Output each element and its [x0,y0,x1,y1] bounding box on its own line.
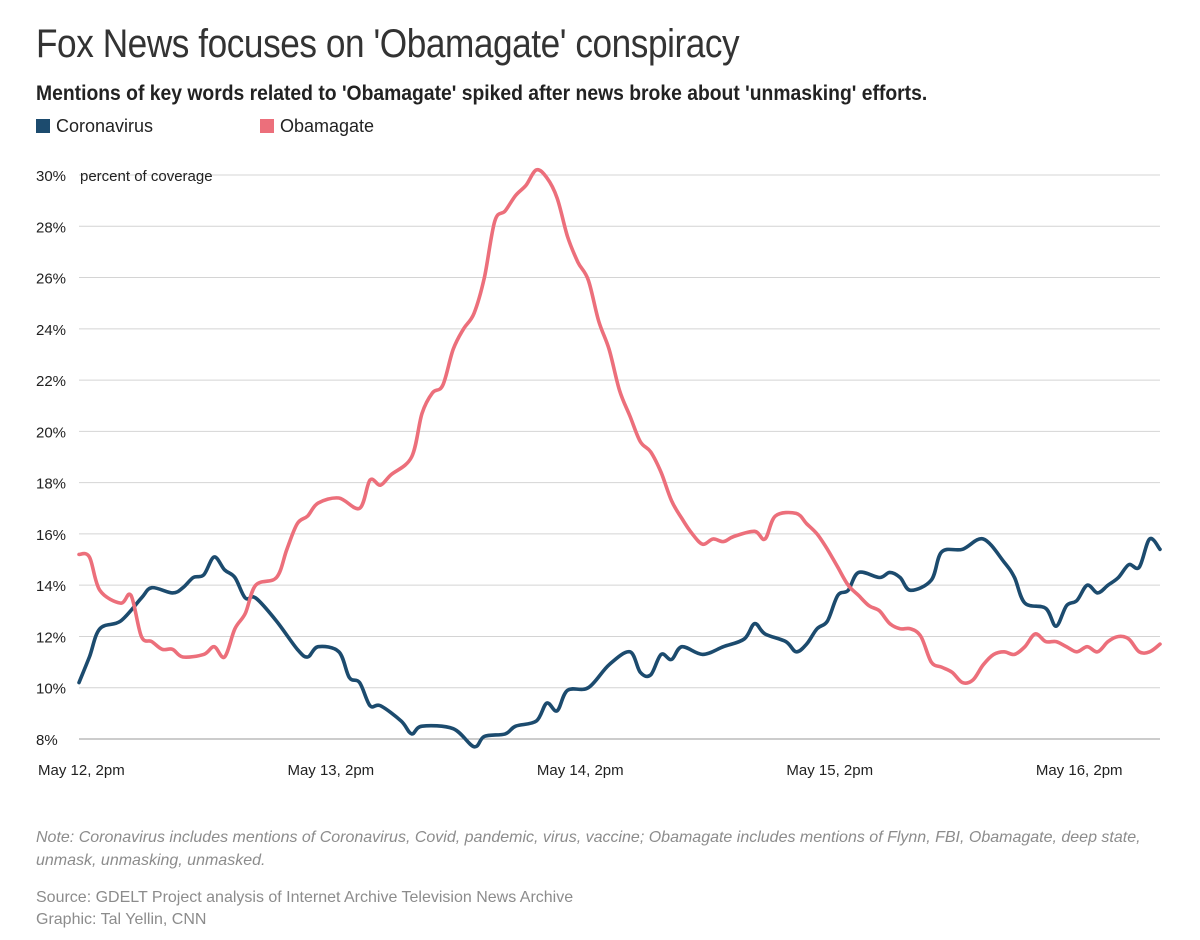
x-tick-label: May 13, 2pm [287,762,374,779]
legend-label-coronavirus: Coronavirus [56,116,154,136]
y-axis-label: percent of coverage [80,168,213,185]
chart-subtitle: Mentions of key words related to 'Obamag… [36,82,928,105]
chart-title: Fox News focuses on 'Obamagate' conspira… [36,22,740,66]
y-tick-label: 8% [36,732,58,749]
source-credit: Source: GDELT Project analysis of Intern… [36,887,573,931]
y-tick-label: 16% [36,527,66,544]
x-tick-label: May 14, 2pm [537,762,624,779]
x-tick-label: May 15, 2pm [786,762,873,779]
y-tick-label: 14% [36,578,66,595]
x-tick-label: May 16, 2pm [1036,762,1123,779]
legend-item-obamagate: Obamagate [260,116,374,137]
y-tick-label: 10% [36,681,66,698]
legend-item-coronavirus: Coronavirus [36,116,153,137]
series-line-coronavirus [77,536,1162,749]
legend-label-obamagate: Obamagate [280,116,375,136]
y-tick-label: 26% [36,271,66,288]
y-tick-label: 30% [36,168,66,185]
footnote: Note: Coronavirus includes mentions of C… [36,829,1141,869]
series-line-obamagate [77,167,1162,685]
y-tick-label: 22% [36,373,66,390]
x-tick-label: May 12, 2pm [38,762,125,779]
line-chart: 8% 10% 12% 14% 16% 18% 20% 22% 24% 26% 28% 30% perce… [36,167,1162,779]
legend-swatch-obamagate [260,119,274,133]
y-tick-label: 28% [36,219,66,236]
y-tick-label: 12% [36,629,66,646]
credit-line: Graphic: Tal Yellin, CNN [36,911,207,928]
legend-swatch-coronavirus [36,119,50,133]
y-tick-label: 20% [36,424,66,441]
y-tick-label: 24% [36,322,66,339]
y-tick-label: 18% [36,476,66,493]
source-line: Source: GDELT Project analysis of Intern… [36,889,574,906]
